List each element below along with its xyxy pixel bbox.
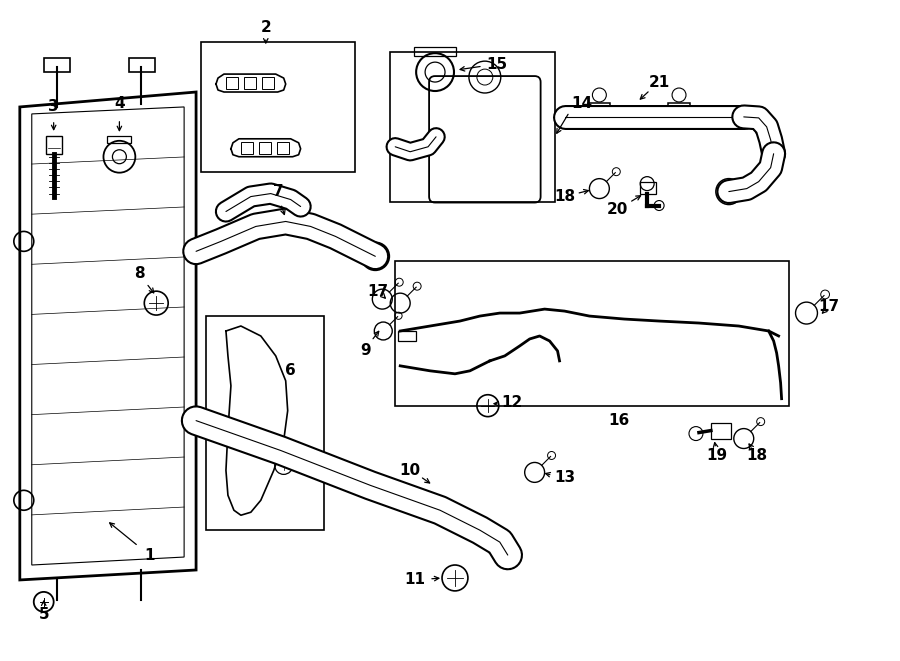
Text: 18: 18 xyxy=(554,189,575,204)
Bar xyxy=(201,42,356,172)
Bar xyxy=(241,142,253,154)
Bar xyxy=(46,136,61,154)
Bar xyxy=(259,142,271,154)
Bar xyxy=(107,136,131,143)
Text: 9: 9 xyxy=(360,344,371,358)
Bar xyxy=(589,103,610,125)
Text: 10: 10 xyxy=(400,463,420,478)
Bar xyxy=(276,142,289,154)
Bar xyxy=(44,58,69,72)
Text: 15: 15 xyxy=(486,57,508,71)
Text: 7: 7 xyxy=(274,184,284,199)
Text: 4: 4 xyxy=(114,97,125,112)
Text: 3: 3 xyxy=(49,99,59,114)
Bar xyxy=(668,103,690,125)
Text: 14: 14 xyxy=(572,97,592,112)
Text: 2: 2 xyxy=(260,20,271,35)
Text: 11: 11 xyxy=(405,572,426,588)
Bar xyxy=(398,331,416,341)
Bar xyxy=(391,52,554,202)
Text: 8: 8 xyxy=(134,266,145,281)
Text: 6: 6 xyxy=(285,364,296,378)
Bar xyxy=(206,316,323,530)
Bar xyxy=(395,261,788,406)
Text: 18: 18 xyxy=(746,448,768,463)
Bar xyxy=(262,77,274,89)
Bar xyxy=(414,47,456,56)
Text: 17: 17 xyxy=(368,284,389,299)
Text: 19: 19 xyxy=(706,448,727,463)
Text: 20: 20 xyxy=(607,202,628,217)
Bar xyxy=(711,422,731,438)
Text: 16: 16 xyxy=(608,413,630,428)
Text: 12: 12 xyxy=(501,395,522,410)
Text: 5: 5 xyxy=(39,607,49,622)
Text: 13: 13 xyxy=(554,470,575,485)
Text: 21: 21 xyxy=(649,75,670,89)
Bar xyxy=(640,182,656,194)
Text: 1: 1 xyxy=(144,547,155,563)
Bar xyxy=(130,58,155,72)
Bar xyxy=(244,77,256,89)
Text: 17: 17 xyxy=(818,299,839,313)
Bar xyxy=(226,77,238,89)
